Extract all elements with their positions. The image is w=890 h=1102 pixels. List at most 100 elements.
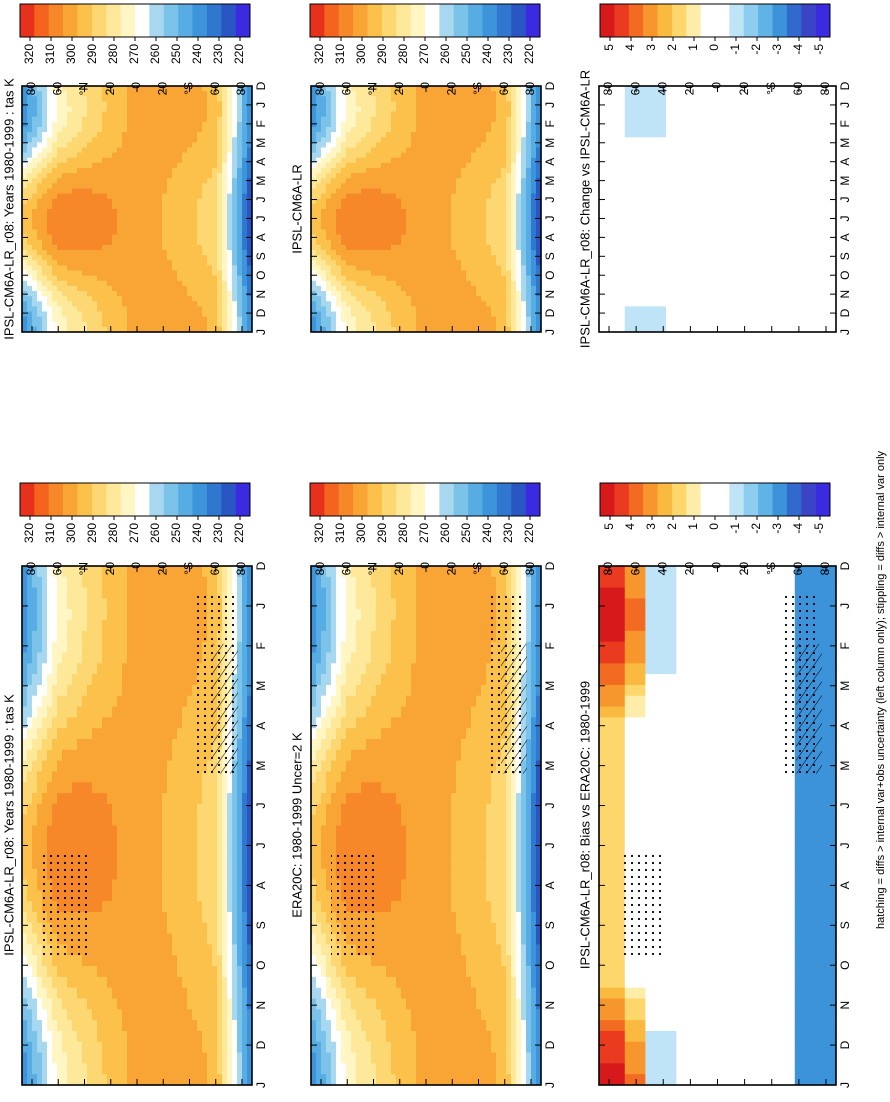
field-cell [738,86,744,92]
field-cell [396,275,402,282]
field-cell [102,142,108,148]
field-cell [521,96,527,102]
field-cell [381,214,387,220]
field-cell [381,193,387,200]
field-cell [72,168,78,174]
field-cell [27,106,33,113]
field-cell [431,157,437,164]
field-cell [441,234,447,241]
field-cell [431,239,437,246]
field-cell [779,91,785,97]
field-cell [147,142,153,148]
field-cell [157,229,163,236]
field-cell [341,162,347,169]
field-cell [77,91,83,97]
field-cell [676,86,682,92]
field-cell [117,157,123,164]
field-cell [321,116,327,123]
field-cell [356,224,362,230]
field-cell [137,239,143,246]
colorbar-swatch [135,4,150,37]
field-cell [87,106,93,113]
field-cell [72,244,78,251]
field-cell [52,275,58,282]
field-cell [122,168,128,174]
field-cell [356,250,362,256]
field-cell [182,306,188,312]
field-cell [511,116,517,123]
field-cell [361,142,367,148]
field-cell [202,121,208,128]
field-cell [712,116,718,123]
field-cell [37,239,43,246]
field-cell [521,157,527,164]
field-cell [72,132,78,138]
field-cell [536,219,542,225]
field-cell [107,311,113,318]
field-cell [431,306,437,312]
field-cell [42,270,48,277]
field-cell [712,96,718,102]
field-cell [361,106,367,113]
field-cell [506,168,512,174]
field-cell [331,96,337,102]
field-cell [396,244,402,251]
field-cell [516,234,522,241]
field-cell [416,224,422,230]
field-cell [92,255,98,261]
field-cell [242,280,248,287]
field-cell [476,183,482,189]
field-cell [232,209,238,215]
field-cell [461,91,467,97]
field-cell [406,224,412,230]
field-cell [77,270,83,277]
field-cell [481,173,487,179]
field-cell [227,162,233,169]
field-cell [122,326,128,333]
field-cell [72,214,78,220]
field-cell [386,280,392,287]
field-cell [341,121,347,128]
field-cell [476,229,482,236]
field-cell [52,326,58,333]
field-cell [177,173,183,179]
field-cell [386,265,392,271]
field-cell [481,270,487,277]
field-cell [825,116,832,123]
field-cell [157,209,163,215]
field-cell [671,101,677,107]
field-cell [192,214,198,220]
field-cell [401,239,407,246]
field-cell [67,209,73,215]
field-cell [132,285,138,292]
field-cell [426,214,432,220]
field-cell [336,244,342,251]
field-cell [47,316,53,323]
field-cell [341,250,347,256]
field-cell [232,101,238,107]
field-cell [351,193,357,200]
field-cell [386,178,392,184]
field-cell [496,111,502,118]
field-cell [732,111,739,118]
field-cell [391,250,397,256]
field-cell [722,86,729,92]
field-cell [22,137,28,143]
field-cell [491,229,497,236]
field-cell [441,157,447,164]
field-cell [316,147,322,154]
field-cell [396,214,402,220]
field-cell [142,280,148,287]
field-cell [396,132,402,138]
field-cell [212,121,218,128]
field-cell [511,86,517,92]
field-cell [127,214,133,220]
field-cell [326,214,332,220]
field-cell [197,101,203,107]
field-cell [346,106,352,113]
field-cell [396,137,402,143]
field-cell [67,321,73,328]
field-cell [227,301,233,307]
field-cell [341,101,347,107]
field-cell [391,301,397,307]
